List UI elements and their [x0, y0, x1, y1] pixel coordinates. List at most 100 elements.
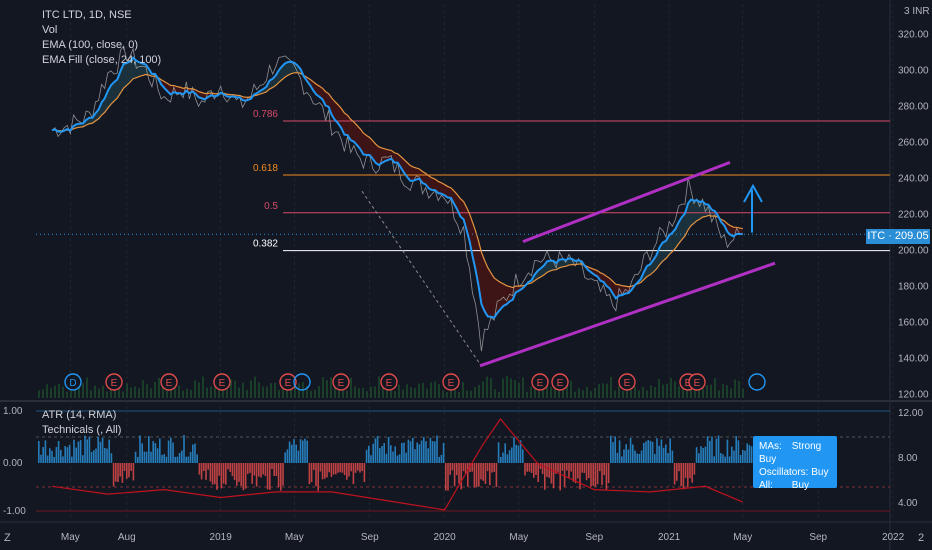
volume-bar: [54, 385, 56, 398]
volume-bar: [310, 390, 312, 398]
histogram-bar-down: [552, 463, 555, 489]
histogram-bar-down: [214, 463, 216, 485]
histogram-bar-up: [387, 436, 390, 463]
volume-bar: [42, 389, 44, 398]
histogram-bar-up: [163, 454, 165, 463]
volume-bar: [718, 390, 720, 398]
histogram-bar-up: [73, 439, 75, 463]
histogram-bar-down: [229, 463, 231, 472]
legend-ema[interactable]: EMA (100, close, 0): [42, 39, 138, 51]
histogram-bar-up: [143, 451, 146, 463]
ema-fill: [51, 57, 743, 318]
histogram-bar-up: [368, 445, 370, 463]
y-tick-label: 200.00: [898, 246, 929, 257]
histogram-bar-down: [132, 463, 135, 481]
histogram-bar-down: [603, 463, 605, 476]
volume-bar: [278, 390, 280, 398]
ema-slow-line: [51, 72, 743, 289]
histogram-bar-down: [205, 463, 207, 480]
histogram-bar-down: [693, 463, 696, 475]
histogram-bar-down: [277, 463, 280, 488]
timezone-button[interactable]: Z: [4, 532, 11, 544]
volume-bar: [570, 380, 572, 398]
ema-fill-segment: [350, 119, 354, 142]
histogram-bar-up: [398, 454, 401, 463]
legend-ema-fill[interactable]: EMA Fill (close, 24, 100): [42, 54, 162, 66]
technicals-tick-label: 1.00: [3, 406, 23, 417]
histogram-bar-down: [684, 463, 687, 478]
histogram-bar-up: [669, 438, 671, 463]
histogram-bar-down: [121, 463, 124, 483]
histogram-bar-down: [271, 463, 273, 470]
ema-fill-segment: [509, 286, 513, 302]
histogram-bar-down: [319, 463, 322, 472]
volume-bar: [686, 384, 688, 398]
volume-bar: [598, 384, 600, 398]
histogram-bar-down: [447, 463, 449, 491]
x-tick-label: Sep: [361, 532, 379, 543]
volume-bar: [494, 389, 496, 398]
histogram-bar-up: [106, 448, 108, 463]
ema-fill-segment: [110, 82, 115, 105]
atr-tick-label: 8.00: [898, 453, 918, 464]
x-tick-label: 2019: [210, 532, 233, 543]
histogram-bar-down: [321, 463, 324, 480]
ema-fill-segment: [388, 149, 392, 160]
histogram-bar-down: [253, 463, 256, 476]
earnings-marker: [688, 373, 706, 391]
histogram-bar-up: [88, 436, 91, 463]
histogram-bar-up: [724, 456, 726, 463]
volume-bar: [242, 382, 244, 398]
earnings-marker: [551, 373, 569, 391]
histogram-bar-up: [614, 436, 616, 463]
histogram-bar-down: [480, 463, 482, 480]
histogram-bar-down: [231, 463, 234, 477]
legend-technicals[interactable]: Technicals (, All): [42, 424, 122, 436]
histogram-bar-down: [247, 463, 249, 475]
legend-volume[interactable]: Vol: [42, 24, 58, 36]
histogram-bar-down: [115, 463, 117, 482]
volume-bar: [46, 384, 48, 398]
volume-bar: [226, 382, 228, 398]
histogram-bar-down: [361, 463, 363, 472]
histogram-bar-up: [665, 444, 667, 463]
legend-atr[interactable]: ATR (14, RMA): [42, 409, 117, 421]
histogram-bar-up: [695, 447, 698, 463]
histogram-bar-down: [456, 463, 458, 476]
legend-symbol[interactable]: ITC LTD, 1D, NSE: [42, 9, 132, 21]
histogram-bar-down: [550, 463, 553, 484]
ema-fill-segment: [693, 200, 697, 224]
volume-bar: [198, 382, 200, 398]
histogram-bar-up: [53, 456, 55, 463]
ema-fill-segment: [139, 62, 143, 77]
volume-bar: [150, 388, 152, 398]
event-marker-label: E: [166, 378, 173, 389]
ema-fill-segment: [490, 272, 495, 318]
ema-fill-segment: [656, 247, 660, 270]
x-tick-label: Sep: [809, 532, 827, 543]
volume-bar: [638, 390, 640, 398]
histogram-bar-up: [150, 451, 152, 463]
histogram-bar-down: [537, 463, 539, 483]
volume-bar: [158, 377, 160, 398]
histogram-bar-up: [739, 454, 742, 463]
fib-level-label: 0.786: [253, 109, 278, 120]
histogram-bar-down: [607, 463, 610, 484]
volume-bar: [58, 383, 60, 398]
histogram-bar-up: [385, 453, 388, 463]
ema-fill-segment: [114, 79, 118, 102]
histogram-bar-down: [363, 463, 366, 482]
histogram-bar-up: [638, 453, 641, 463]
ema-fill-segment: [688, 199, 692, 230]
ema-fill-segment: [603, 274, 607, 286]
indicator-legend: ATR (14, RMA) Technicals (, All): [42, 408, 121, 438]
volume-bar: [610, 376, 612, 398]
ema-fill-segment: [129, 57, 134, 83]
histogram-bar-down: [216, 463, 218, 490]
histogram-bar-up: [192, 444, 194, 463]
ema-fill-segment: [347, 115, 351, 141]
volume-bar: [326, 379, 328, 398]
histogram-bar-down: [680, 463, 682, 487]
x-tick-label: May: [285, 532, 304, 543]
